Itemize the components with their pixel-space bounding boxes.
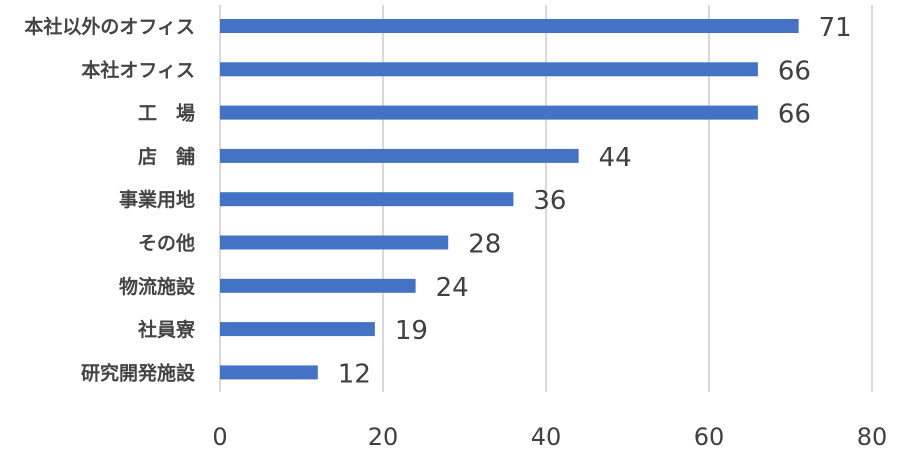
data-label-5: 28 (468, 230, 501, 260)
x-tick-label-80: 80 (857, 423, 888, 451)
bar-2 (220, 105, 758, 120)
data-label-7: 19 (395, 316, 428, 346)
data-label-6: 24 (436, 273, 469, 303)
bar-7 (220, 322, 375, 337)
x-tick-label-60: 60 (694, 423, 725, 451)
category-label-8: 研究開発施設 (81, 361, 196, 384)
category-label-2: 工 場 (138, 103, 195, 125)
x-axis-ticks: 0 20 40 60 80 (212, 423, 887, 451)
bars (220, 19, 799, 380)
bar-6 (220, 278, 416, 293)
data-label-8: 12 (338, 359, 371, 389)
data-label-0: 71 (819, 13, 852, 43)
data-label-3: 44 (599, 143, 632, 173)
bar-4 (220, 192, 514, 207)
data-label-4: 36 (533, 186, 566, 216)
x-tick-label-0: 0 (212, 423, 227, 451)
category-label-1: 本社オフィス (81, 58, 195, 81)
bar-3 (220, 148, 579, 163)
bar-5 (220, 235, 449, 250)
data-label-1: 66 (778, 56, 811, 86)
category-label-6: 物流施設 (119, 275, 196, 298)
bar-0 (220, 19, 799, 33)
bar-8 (220, 365, 318, 380)
x-tick-label-40: 40 (531, 423, 562, 451)
category-label-4: 事業用地 (119, 188, 195, 211)
bar-1 (220, 62, 758, 77)
category-label-0: 本社以外のオフィス (24, 15, 195, 38)
x-tick-label-20: 20 (368, 423, 399, 451)
data-label-2: 66 (778, 100, 811, 130)
category-label-5: その他 (138, 232, 195, 255)
category-label-7: 社員寮 (137, 318, 196, 341)
category-label-3: 店 舗 (138, 145, 195, 168)
data-labels: 71 66 66 44 36 28 24 19 12 (338, 13, 852, 389)
